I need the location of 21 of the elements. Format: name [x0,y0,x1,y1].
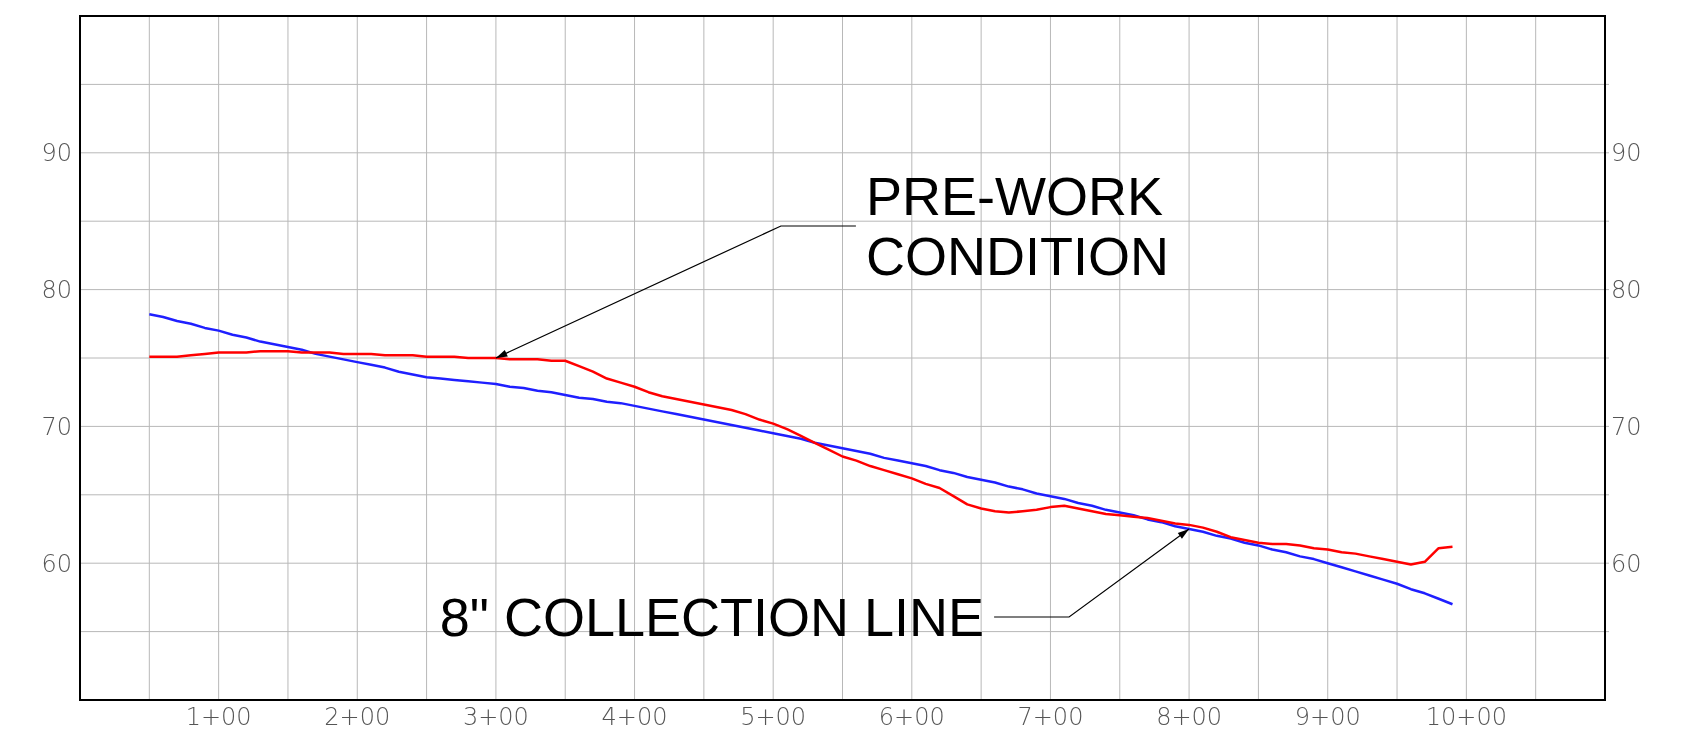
y2-tick-label: 80 [1611,276,1642,305]
x-tick-label: 6+00 [878,703,945,732]
x-tick-label: 1+00 [185,703,252,732]
line-series [148,349,1454,566]
annotation: PRE-WORK CONDITION [865,166,1169,286]
y-tick-label: 90 [41,139,72,168]
x-tick-label: 8+00 [1156,703,1223,732]
y2-tick-label: 70 [1611,412,1642,441]
y2-tick-label: 90 [1611,139,1642,168]
x-tick-label: 5+00 [740,703,807,732]
x-tick-label: 7+00 [1017,703,1084,732]
annotation: 8" COLLECTION LINE [439,586,985,647]
y2-tick-label: 60 [1611,549,1642,578]
y-tick-label: 70 [41,412,72,441]
x-tick-label: 4+00 [601,703,668,732]
x-tick-label: 2+00 [324,703,391,732]
x-tick-label: 3+00 [462,703,529,732]
y-tick-label: 80 [41,276,72,305]
x-tick-label: 9+00 [1294,703,1361,732]
x-tick-label: 10+00 [1425,703,1507,732]
y-tick-label: 60 [41,549,72,578]
